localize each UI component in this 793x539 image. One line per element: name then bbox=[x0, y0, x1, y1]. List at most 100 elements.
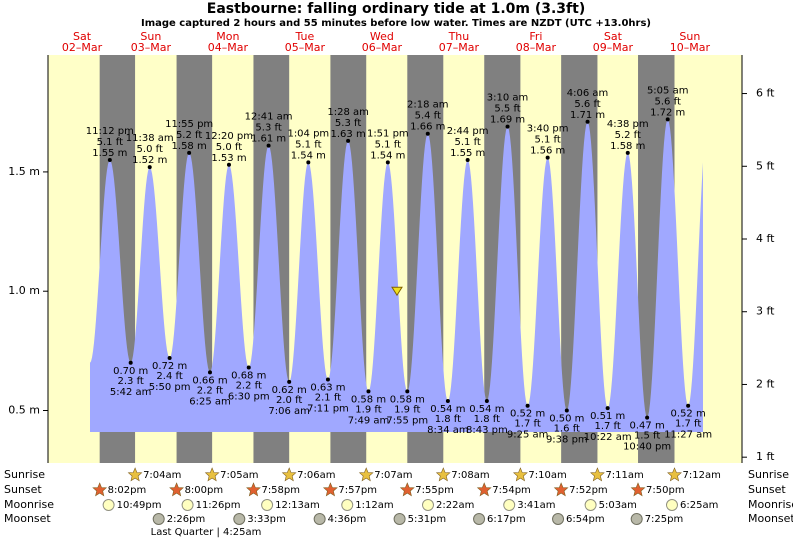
tide-time: 12:41 am bbox=[245, 112, 293, 123]
moonset-icon bbox=[313, 513, 326, 525]
moonrise-time: 10:49pm bbox=[117, 500, 162, 511]
tide-height: 1.55 m bbox=[92, 148, 127, 159]
tide-height: 1.58 m bbox=[610, 141, 645, 152]
tide-feet: 5.1 ft bbox=[375, 139, 401, 150]
tide-feet: 5.3 ft bbox=[255, 123, 281, 134]
tide-time: 6:25 am bbox=[189, 396, 231, 407]
day-date: 07–Mar bbox=[439, 41, 480, 54]
tide-time: 12:20 pm bbox=[205, 131, 253, 142]
tide-point bbox=[484, 398, 489, 403]
moonset-icon bbox=[473, 513, 486, 525]
moonset-icon bbox=[630, 513, 643, 525]
tide-height: 0.54 m bbox=[469, 404, 504, 415]
tide-point bbox=[325, 377, 330, 382]
moonrise-time: 1:12am bbox=[355, 500, 393, 511]
tide-feet: 2.3 ft bbox=[118, 376, 144, 387]
sunrise-icon bbox=[667, 467, 682, 482]
moonrise-icon bbox=[503, 499, 516, 511]
tide-feet: 5.3 ft bbox=[335, 118, 361, 129]
tide-height: 0.66 m bbox=[192, 375, 227, 386]
moonrise-time: 6:25am bbox=[680, 500, 718, 511]
tide-point bbox=[266, 143, 271, 148]
day-name: Wed bbox=[370, 30, 394, 43]
sunrise-icon bbox=[358, 467, 374, 482]
tide-feet: 5.0 ft bbox=[137, 144, 163, 155]
row-label: Moonrise bbox=[4, 498, 54, 511]
tide-height: 0.54 m bbox=[430, 404, 465, 415]
row-label: Sunset bbox=[4, 483, 42, 496]
tide-height: 1.53 m bbox=[211, 153, 246, 164]
moonset-time: 4:36pm bbox=[328, 514, 367, 525]
day-name: Sat bbox=[73, 30, 92, 43]
tide-time: 8:43 pm bbox=[466, 425, 508, 436]
tide-point bbox=[645, 415, 650, 420]
moonrise-icon bbox=[102, 499, 115, 511]
tide-height: 0.47 m bbox=[630, 421, 665, 432]
sunset-icon bbox=[322, 482, 338, 497]
moonset-icon bbox=[233, 513, 246, 525]
tide-height: 1.54 m bbox=[291, 150, 326, 161]
sunset-icon bbox=[553, 482, 569, 497]
tide-point bbox=[187, 150, 192, 155]
tide-feet: 1.8 ft bbox=[435, 414, 461, 425]
tide-feet: 1.9 ft bbox=[394, 404, 420, 415]
moonrise-time: 12:13am bbox=[275, 500, 320, 511]
day-date: 09–Mar bbox=[593, 41, 634, 54]
sunset-time: 7:55pm bbox=[415, 485, 454, 496]
moonrise-icon bbox=[261, 499, 274, 511]
tide-point bbox=[226, 162, 231, 167]
y2-tick-label: 5 ft bbox=[756, 159, 775, 172]
sunset-icon bbox=[476, 482, 492, 497]
row-label: Sunrise bbox=[748, 468, 789, 481]
tide-time: 2:44 pm bbox=[447, 126, 489, 137]
tide-point bbox=[147, 165, 152, 170]
tide-time: 7:55 pm bbox=[386, 415, 428, 426]
moonrise-icon bbox=[181, 499, 194, 511]
tide-point bbox=[564, 408, 569, 413]
row-label: Sunset bbox=[748, 483, 786, 496]
y2-tick-label: 4 ft bbox=[756, 232, 775, 245]
tide-feet: 5.2 ft bbox=[615, 130, 641, 141]
tide-height: 0.62 m bbox=[272, 385, 307, 396]
sunset-icon bbox=[246, 482, 261, 497]
tide-point bbox=[366, 389, 371, 394]
chart-subtitle: Image captured 2 hours and 55 minutes be… bbox=[141, 18, 651, 29]
sunset-time: 7:54pm bbox=[492, 485, 531, 496]
tide-time: 11:27 am bbox=[664, 430, 712, 441]
tide-point bbox=[405, 389, 410, 394]
sunrise-time: 7:06am bbox=[297, 470, 335, 481]
tide-height: 1.66 m bbox=[410, 122, 445, 133]
sunrise-icon bbox=[204, 467, 220, 482]
moonset-icon bbox=[393, 513, 406, 525]
moonset-time: 2:26pm bbox=[167, 514, 206, 525]
moonrise-time: 2:22am bbox=[436, 500, 474, 511]
tide-height: 0.52 m bbox=[510, 409, 545, 420]
tide-height: 0.58 m bbox=[390, 394, 425, 405]
tide-time: 7:06 am bbox=[268, 406, 310, 417]
sunrise-time: 7:10am bbox=[528, 470, 566, 481]
sunrise-icon bbox=[435, 467, 451, 482]
tide-feet: 1.7 ft bbox=[514, 419, 540, 430]
sunrise-time: 7:12am bbox=[683, 470, 721, 481]
tide-height: 1.71 m bbox=[570, 110, 605, 121]
tide-point bbox=[107, 157, 112, 162]
tide-feet: 1.7 ft bbox=[594, 421, 620, 432]
tide-time: 11:12 pm bbox=[86, 126, 134, 137]
y2-tick-label: 6 ft bbox=[756, 87, 775, 100]
tide-time: 3:40 pm bbox=[527, 124, 569, 135]
y2-tick-label: 1 ft bbox=[756, 450, 775, 463]
tide-feet: 5.0 ft bbox=[216, 142, 242, 153]
sunset-icon bbox=[399, 482, 415, 497]
sunrise-icon bbox=[590, 467, 605, 482]
tide-feet: 2.4 ft bbox=[156, 371, 182, 382]
tide-feet: 5.5 ft bbox=[494, 104, 520, 115]
sunrise-icon bbox=[127, 467, 143, 482]
tide-feet: 5.1 ft bbox=[534, 135, 560, 146]
tide-time: 9:38 pm bbox=[546, 435, 588, 446]
day-date: 02–Mar bbox=[62, 41, 103, 54]
tide-height: 0.72 m bbox=[152, 361, 187, 372]
tide-point bbox=[465, 157, 470, 162]
day-date: 03–Mar bbox=[131, 41, 172, 54]
tide-time: 6:30 pm bbox=[228, 392, 270, 403]
tide-height: 1.58 m bbox=[172, 141, 207, 152]
